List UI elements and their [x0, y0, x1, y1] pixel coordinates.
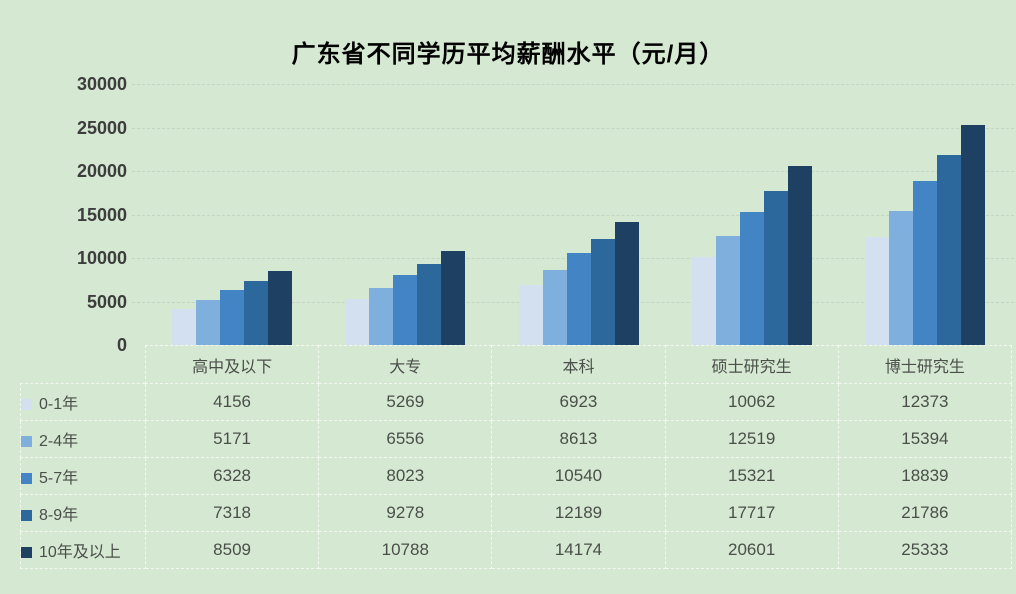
- bar: [243, 281, 268, 345]
- table-corner-cell: [21, 346, 146, 384]
- value-cell: 6556: [318, 420, 493, 458]
- category-header-cell: 硕士研究生: [664, 345, 839, 384]
- category-header-cell: 高中及以下: [144, 345, 320, 384]
- legend-row-label: 2-4年: [20, 420, 146, 458]
- legend-swatch-icon: [21, 473, 32, 484]
- bar: [739, 212, 764, 345]
- table-row: 5-7年 6328 8023 10540 15321 18839: [20, 457, 1013, 495]
- value-cell: 10540: [491, 457, 666, 495]
- value-cell: 15394: [837, 420, 1013, 458]
- bar-group-4: [665, 84, 838, 345]
- bar: [393, 275, 418, 345]
- category-header-cell: 博士研究生: [837, 345, 1013, 384]
- bar-group-5: [839, 84, 1012, 345]
- bar: [417, 264, 442, 345]
- y-tick-label: 25000: [76, 117, 127, 138]
- value-cell: 5269: [318, 383, 493, 421]
- bar: [937, 155, 962, 345]
- y-tick-label: 0: [116, 335, 127, 355]
- legend-swatch-icon: [21, 547, 32, 558]
- bar: [590, 239, 615, 345]
- value-cell: 12519: [664, 420, 839, 458]
- bar: [787, 166, 812, 345]
- bar: [865, 237, 890, 345]
- value-cell: 10788: [318, 531, 493, 569]
- value-cell: 5171: [144, 420, 320, 458]
- gridline: [132, 214, 1014, 216]
- value-cell: 6923: [491, 383, 666, 421]
- value-cell: 4156: [144, 383, 320, 421]
- bar: [195, 300, 220, 345]
- chart-title: 广东省不同学历平均薪酬水平（元/月）: [291, 41, 725, 68]
- bar: [566, 253, 591, 345]
- bar: [542, 270, 567, 345]
- bar-group-1: [145, 84, 318, 345]
- bar: [267, 271, 292, 345]
- value-cell: 18839: [837, 457, 1013, 495]
- y-tick-label: 15000: [76, 204, 127, 225]
- bar: [961, 125, 986, 345]
- table-row: 10年及以上 8509 10788 14174 20601 25333: [20, 531, 1013, 569]
- table-row: 2-4年 5171 6556 8613 12519 15394: [20, 420, 1013, 458]
- gridline: [132, 171, 1014, 172]
- value-cell: 10062: [664, 383, 839, 421]
- value-cell: 6328: [144, 457, 320, 495]
- value-cell: 8613: [491, 420, 666, 458]
- legend-row-label: 8-9年: [20, 494, 146, 532]
- gridline: [132, 127, 1014, 129]
- table-body: 0-1年 4156 5269 6923 10062 12373 2-4年 5171 6556 86…: [20, 383, 1013, 569]
- y-tick-label: 30000: [76, 74, 127, 94]
- bar: [369, 288, 394, 345]
- bar: [889, 211, 914, 345]
- legend-row-label: 0-1年: [20, 383, 146, 421]
- bar-group-3: [492, 84, 665, 345]
- bar: [219, 290, 244, 345]
- plot-area: [145, 84, 1012, 345]
- legend-swatch-icon: [21, 399, 32, 410]
- bar-group-2: [318, 84, 491, 345]
- table-row: 8-9年 7318 9278 12189 17717 21786: [20, 494, 1013, 532]
- bar: [441, 251, 466, 345]
- legend-row-label: 5-7年: [20, 457, 146, 495]
- y-tick-label: 5000: [86, 291, 127, 312]
- bar: [345, 299, 370, 345]
- category-header-cell: 大专: [318, 345, 493, 384]
- y-axis: 30000 25000 20000 15000 10000 5000 0: [0, 74, 127, 355]
- value-cell: 21786: [837, 494, 1013, 532]
- legend-swatch-icon: [21, 436, 32, 447]
- value-cell: 12373: [837, 383, 1013, 421]
- bar: [763, 191, 788, 345]
- value-cell: 8023: [318, 457, 493, 495]
- gridline: [132, 84, 1014, 85]
- y-tick-label: 20000: [76, 161, 127, 181]
- value-cell: 25333: [837, 531, 1013, 569]
- bar: [614, 222, 639, 345]
- value-cell: 14174: [491, 531, 666, 569]
- table-header-row: 高中及以下 大专 本科 硕士研究生 博士研究生: [21, 345, 1013, 384]
- bar: [171, 309, 196, 345]
- value-cell: 8509: [144, 531, 320, 569]
- bar: [715, 236, 740, 345]
- bar: [691, 257, 716, 345]
- value-cell: 15321: [664, 457, 839, 495]
- bar: [518, 285, 543, 345]
- legend-swatch-icon: [21, 510, 32, 521]
- value-cell: 9278: [318, 494, 493, 532]
- table-row: 0-1年 4156 5269 6923 10062 12373: [20, 383, 1013, 421]
- data-table-grid: 高中及以下 大专 本科 硕士研究生 博士研究生 0-1年 4156 5269 6923 1006…: [20, 345, 1013, 569]
- value-cell: 7318: [144, 494, 320, 532]
- value-cell: 12189: [491, 494, 666, 532]
- bar: [913, 181, 938, 345]
- value-cell: 17717: [664, 494, 839, 532]
- category-header-cell: 本科: [491, 345, 666, 384]
- legend-row-label: 10年及以上: [20, 531, 146, 569]
- value-cell: 20601: [664, 531, 839, 569]
- y-tick-label: 10000: [76, 248, 127, 268]
- data-table: 高中及以下 大专 本科 硕士研究生 博士研究生 0-1年 4156 5269 6923 1006…: [20, 345, 1013, 569]
